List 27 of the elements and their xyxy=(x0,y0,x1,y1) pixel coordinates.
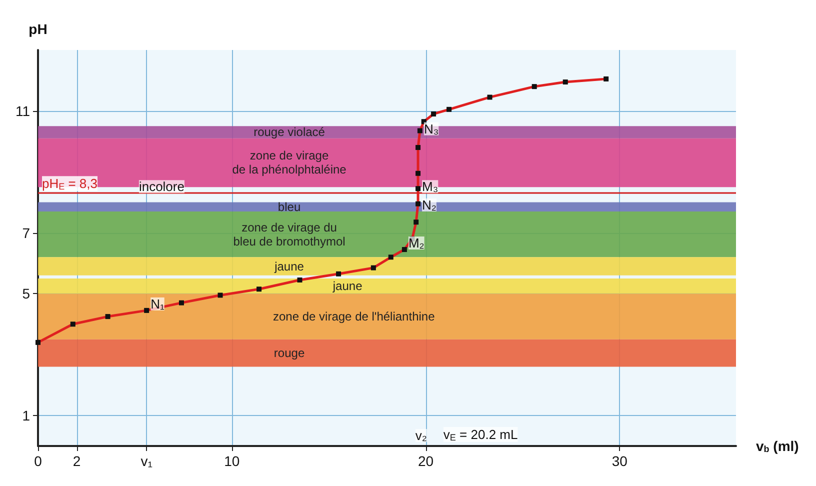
annotation: M₂ xyxy=(408,236,424,251)
annotation: N₁ xyxy=(150,296,165,312)
x-tick-label: 2 xyxy=(72,453,81,469)
y-axis-title: pH xyxy=(28,21,48,37)
x-axis-title: vb (ml) xyxy=(756,438,799,454)
annotation: v₂ xyxy=(415,428,427,443)
band-label: rouge violacé xyxy=(254,125,326,140)
band-label: jaune xyxy=(274,259,304,274)
band-label: zone de virage de l'hélianthine xyxy=(273,310,436,324)
x-tick-label: 20 xyxy=(418,453,434,469)
band-label: rouge xyxy=(274,346,305,360)
y-tick-label: 5 xyxy=(22,286,30,302)
band-label: zone de virage de la phénolphtaléine xyxy=(232,148,347,177)
annotation: N₂ xyxy=(422,197,436,212)
y-tick-label: 11 xyxy=(15,102,30,119)
x-tick-label: 10 xyxy=(224,453,240,469)
x-tick-label: 30 xyxy=(612,453,628,469)
annotation: N₃ xyxy=(424,121,439,136)
annotation: incolore xyxy=(138,179,184,194)
band-label: zone de virage du bleu de bromothymol xyxy=(233,220,346,248)
y-tick-label: 1 xyxy=(22,408,30,424)
y-tick-label: 7 xyxy=(22,224,30,241)
x-tick-label: v₁ xyxy=(140,453,153,469)
x-tick-label: 0 xyxy=(34,453,42,469)
band-label: jaune xyxy=(332,279,363,294)
band-label: bleu xyxy=(278,200,301,214)
annotation: M₃ xyxy=(422,179,438,194)
